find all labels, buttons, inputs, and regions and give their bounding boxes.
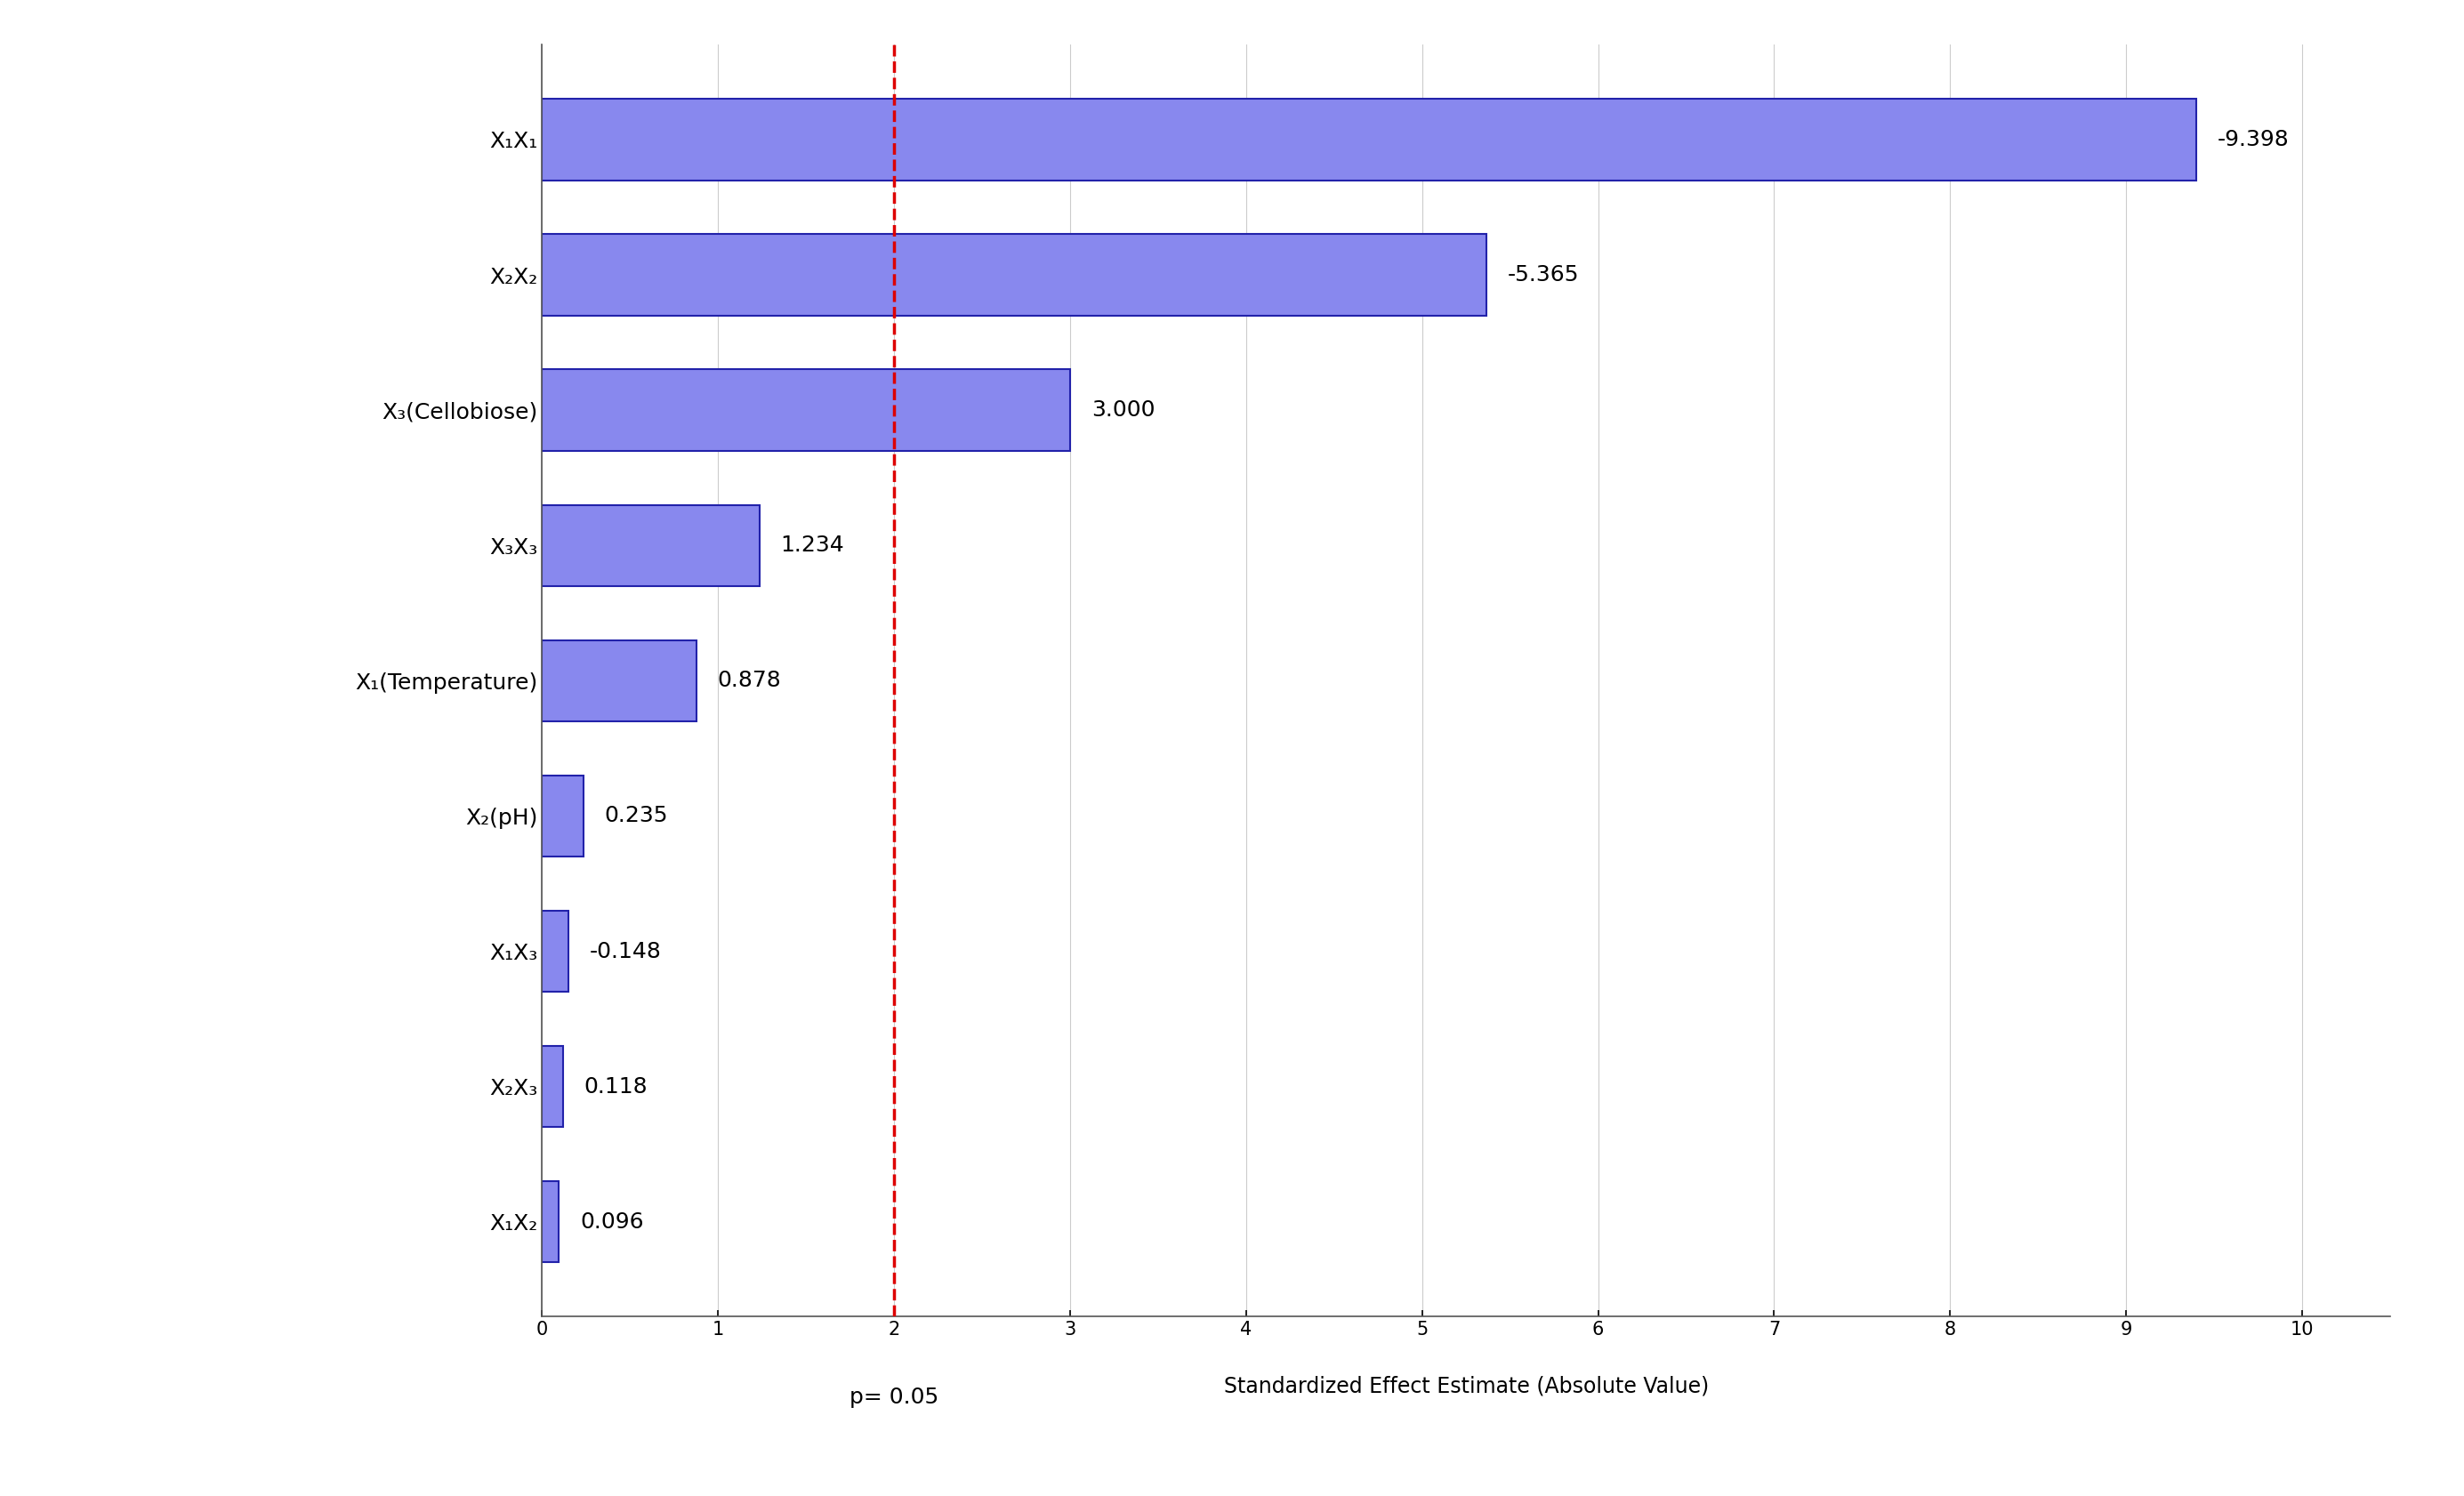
Bar bbox=[542, 235, 1486, 316]
Text: 0.235: 0.235 bbox=[604, 805, 668, 827]
Text: 1.234: 1.234 bbox=[781, 534, 845, 557]
Bar bbox=[542, 504, 759, 586]
Text: -0.148: -0.148 bbox=[589, 941, 660, 962]
Text: -9.398: -9.398 bbox=[2218, 129, 2289, 150]
Bar bbox=[542, 99, 2195, 180]
Text: 0.096: 0.096 bbox=[579, 1212, 643, 1233]
Bar bbox=[542, 640, 697, 721]
Bar bbox=[542, 775, 584, 857]
Bar bbox=[542, 1182, 559, 1263]
Bar bbox=[542, 370, 1069, 450]
Text: -5.365: -5.365 bbox=[1508, 265, 1579, 286]
Bar bbox=[542, 1046, 562, 1126]
Text: p= 0.05: p= 0.05 bbox=[850, 1387, 939, 1408]
Text: 0.878: 0.878 bbox=[717, 670, 781, 691]
X-axis label: Standardized Effect Estimate (Absolute Value): Standardized Effect Estimate (Absolute V… bbox=[1225, 1376, 1708, 1397]
Text: 3.000: 3.000 bbox=[1092, 399, 1156, 420]
Bar bbox=[542, 911, 569, 992]
Text: 0.118: 0.118 bbox=[584, 1076, 648, 1097]
